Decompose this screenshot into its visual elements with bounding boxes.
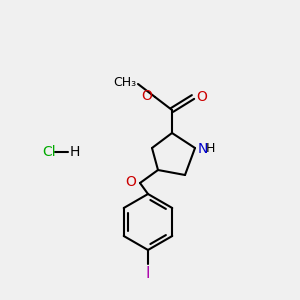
Text: N: N [198,142,208,156]
Text: CH₃: CH₃ [113,76,136,89]
Text: H: H [70,145,80,159]
Text: O: O [196,90,207,104]
Text: Cl: Cl [42,145,56,159]
Text: H: H [206,142,215,155]
Text: O: O [125,175,136,189]
Text: I: I [146,266,150,281]
Text: O: O [141,89,152,103]
